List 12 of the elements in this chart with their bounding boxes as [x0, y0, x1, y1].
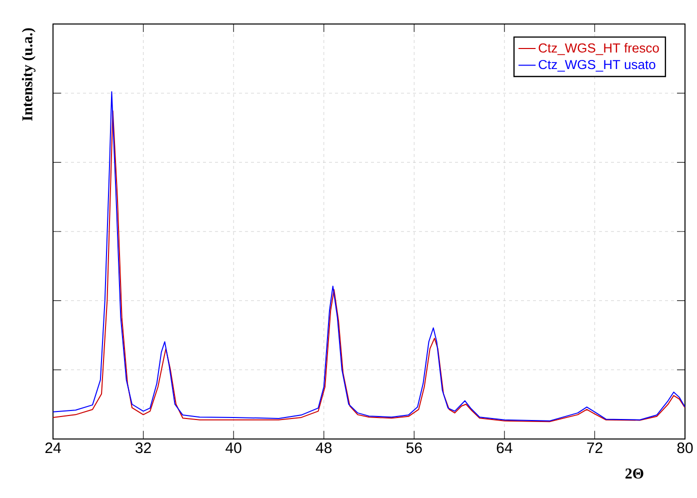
x-axis-title: 2Θ — [625, 468, 644, 479]
x-tick-label: 24 — [45, 442, 61, 453]
x-tick-label: 40 — [226, 442, 242, 454]
x-tick-label: 80 — [677, 442, 693, 454]
x-tick-label: 64 — [496, 442, 512, 454]
y-axis-title: Intensity (u.a.) — [22, 28, 36, 121]
legend-label: Ctz_WGS_HT usato — [538, 60, 656, 72]
x-tick-label: 56 — [406, 442, 422, 454]
x-tick-label: 72 — [587, 442, 602, 453]
x-tick-label: 32 — [136, 442, 151, 454]
x-tick-label: 48 — [316, 442, 332, 454]
legend-label: Ctz_WGS_HT fresco — [538, 43, 659, 56]
